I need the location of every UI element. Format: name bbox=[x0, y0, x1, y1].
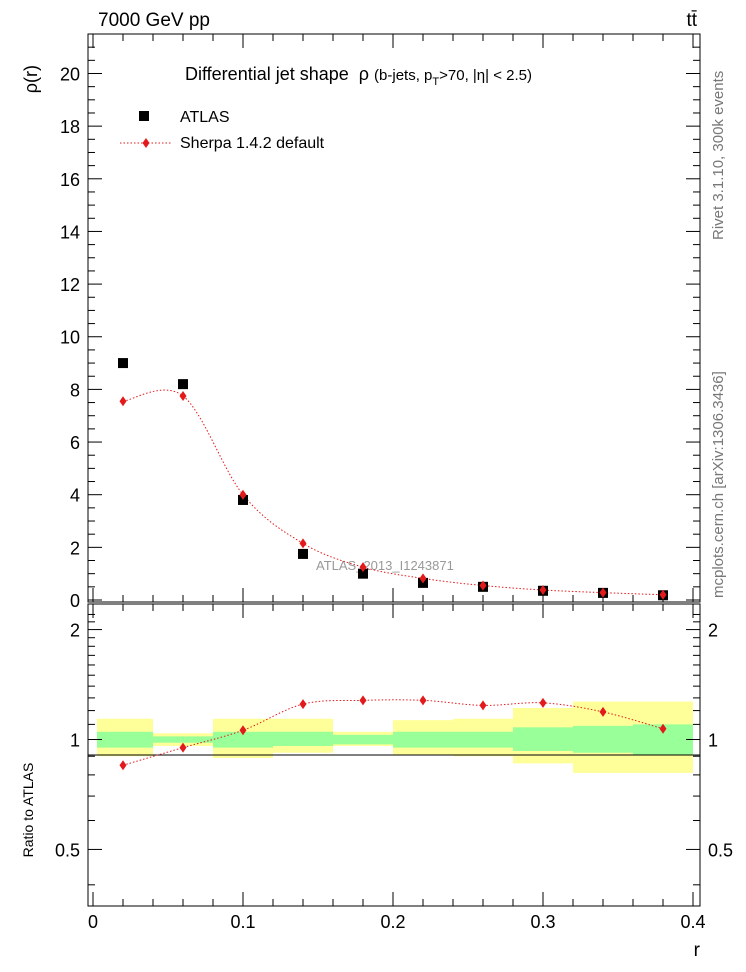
ratio-point bbox=[359, 695, 367, 706]
y-tick-label-ratio-right: 2 bbox=[708, 621, 718, 641]
sherpa-point bbox=[299, 538, 307, 549]
sherpa-point bbox=[539, 584, 547, 595]
ratio-inner-band bbox=[573, 725, 633, 753]
x-tick-label: 0.4 bbox=[680, 912, 705, 932]
atlas-data-point bbox=[298, 548, 308, 559]
sherpa-point bbox=[119, 396, 127, 407]
x-axis-title: r bbox=[694, 940, 701, 961]
sherpa-point bbox=[599, 587, 607, 598]
legend: ATLAS Sherpa 1.4.2 default bbox=[120, 109, 325, 152]
sherpa-curve bbox=[122, 389, 664, 596]
y-axis-title-main: ρ(r) bbox=[21, 65, 41, 93]
ratio-point bbox=[299, 699, 307, 710]
energy-label: 7000 GeV pp bbox=[98, 10, 210, 31]
main-plot-frame bbox=[87, 33, 701, 603]
y-tick-label-main: 16 bbox=[60, 170, 80, 190]
mcplots-label: mcplots.cern.ch [arXiv:1306.3436] bbox=[710, 371, 727, 598]
y-tick-label-main: 4 bbox=[70, 486, 80, 506]
y-tick-label-main: 12 bbox=[60, 275, 80, 295]
y-tick-label-ratio: 2 bbox=[70, 621, 80, 641]
ratio-curve bbox=[122, 699, 664, 766]
ratio-inner-band bbox=[97, 731, 153, 748]
sherpa-point bbox=[359, 562, 367, 573]
analysis-watermark: ATLAS_2013_I1243871 bbox=[316, 558, 454, 573]
y-tick-label-main: 2 bbox=[70, 538, 80, 558]
main-plot-title: Differential jet shape ρ (b-jets, pT>70, |… bbox=[185, 64, 532, 88]
ratio-point bbox=[239, 725, 247, 736]
main-plot-panel: Differential jet shape ρ (b-jets, pT>70, |… bbox=[21, 33, 701, 611]
ratio-point bbox=[539, 697, 547, 708]
x-tick-label: 0.3 bbox=[530, 912, 555, 932]
ratio-inner-band bbox=[393, 731, 453, 748]
ratio-point bbox=[119, 760, 127, 771]
y-tick-label-main: 0 bbox=[70, 591, 80, 611]
y-tick-label-main: 6 bbox=[70, 433, 80, 453]
x-tick-label: 0 bbox=[88, 912, 98, 932]
sherpa-point bbox=[239, 489, 247, 500]
y-tick-label-ratio-right: 0.5 bbox=[708, 840, 733, 860]
sherpa-point bbox=[419, 573, 427, 584]
y-tick-label-ratio: 1 bbox=[70, 731, 80, 751]
atlas-data-point bbox=[118, 358, 128, 369]
sherpa-point bbox=[179, 390, 187, 401]
y-axis-title-ratio: Ratio to ATLAS bbox=[20, 763, 36, 858]
ratio-point bbox=[419, 695, 427, 706]
process-label: tt̄ bbox=[686, 10, 697, 31]
sherpa-point bbox=[659, 589, 667, 600]
ratio-inner-band bbox=[453, 731, 513, 748]
ratio-point bbox=[479, 700, 487, 711]
y-tick-label-main: 14 bbox=[60, 222, 80, 242]
ratio-inner-band bbox=[273, 731, 333, 746]
y-tick-label-main: 8 bbox=[70, 380, 80, 400]
ratio-inner-band bbox=[333, 734, 393, 745]
ratio-plot-panel: 0.5 0.5 1 1 2 2 0 0.1 0.2 0.3 0.4 Ratio to ATLAS r bbox=[20, 603, 733, 961]
ratio-point bbox=[179, 742, 187, 753]
y-tick-label-main: 20 bbox=[60, 64, 80, 84]
ratio-point bbox=[599, 706, 607, 717]
x-tick-label: 0.1 bbox=[230, 912, 255, 932]
y-tick-label-ratio: 0.5 bbox=[55, 840, 80, 860]
atlas-data-point bbox=[358, 568, 368, 579]
ratio-plot-frame bbox=[87, 603, 701, 907]
y-tick-label-main: 10 bbox=[60, 328, 80, 348]
atlas-data-point bbox=[238, 494, 248, 505]
legend-atlas-marker bbox=[139, 111, 149, 121]
legend-sherpa-marker bbox=[142, 138, 150, 148]
y-tick-label-ratio-right: 1 bbox=[708, 731, 718, 751]
y-tick-label-main: 18 bbox=[60, 117, 80, 137]
legend-sherpa-label: Sherpa 1.4.2 default bbox=[180, 135, 325, 152]
sherpa-point bbox=[479, 580, 487, 591]
atlas-data-point bbox=[178, 379, 188, 390]
ratio-inner-band bbox=[153, 736, 213, 743]
ratio-point bbox=[659, 723, 667, 734]
ratio-inner-band bbox=[513, 727, 573, 752]
legend-atlas-label: ATLAS bbox=[180, 109, 230, 126]
rivet-version-label: Rivet 3.1.10, 300k events bbox=[710, 71, 727, 240]
x-tick-label: 0.2 bbox=[380, 912, 405, 932]
